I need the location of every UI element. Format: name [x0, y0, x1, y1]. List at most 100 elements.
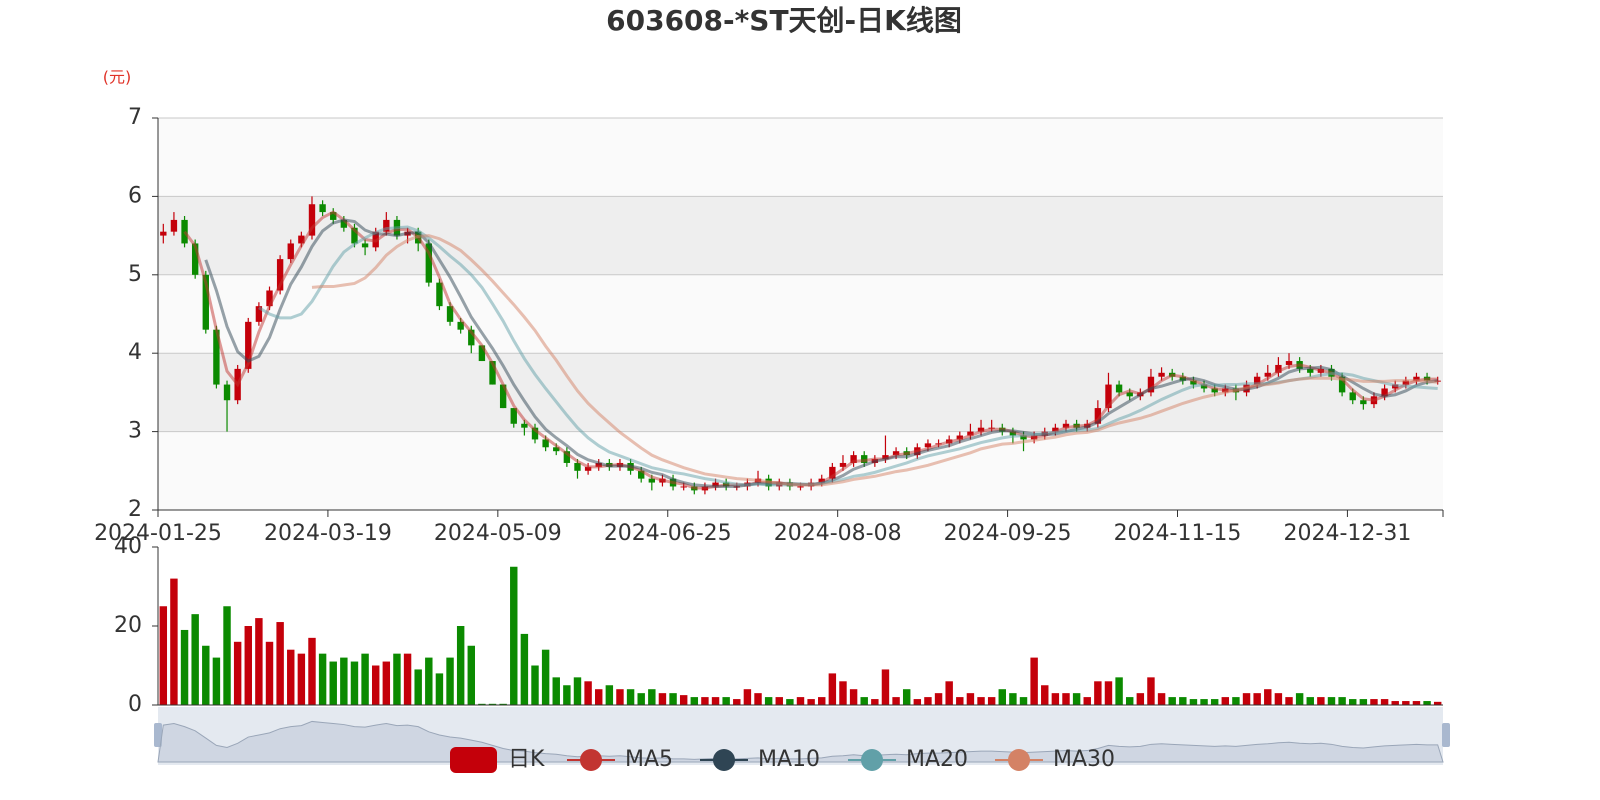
zoom-handle-left[interactable] — [154, 723, 162, 747]
legend-label: 日K — [508, 747, 545, 772]
candle-body — [818, 478, 825, 483]
volume-bar — [796, 697, 805, 705]
chart-title: 603608-*ST天创-日K线图 — [606, 4, 962, 37]
volume-bar — [1433, 701, 1442, 705]
volume-bar — [1041, 685, 1049, 705]
volume-bar — [605, 685, 614, 705]
volume-bar — [584, 681, 592, 705]
candle-body — [1200, 384, 1208, 389]
volume-bar — [425, 657, 433, 705]
volume-bar — [934, 693, 943, 705]
volume-bar — [839, 681, 847, 705]
candle-body — [308, 204, 316, 236]
volume-bar — [1030, 657, 1038, 705]
volume-bar — [573, 677, 582, 705]
candle-body — [1360, 400, 1367, 405]
candle-body — [425, 243, 432, 283]
volume-bar — [223, 606, 231, 705]
volume-bar — [987, 697, 996, 705]
volume-bar — [1253, 693, 1261, 705]
volume-bar — [711, 697, 720, 705]
legend-item[interactable]: MA30 — [995, 747, 1115, 772]
volume-bar — [510, 566, 518, 705]
volume-bar — [658, 693, 667, 705]
volume-bar — [871, 699, 879, 705]
candle-body — [584, 466, 592, 471]
volume-tick-label: 40 — [114, 534, 142, 559]
volume-bar — [966, 693, 975, 705]
legend-label: MA30 — [1053, 747, 1115, 772]
volume-bar — [531, 665, 539, 705]
x-tick-label: 2024-05-09 — [434, 521, 562, 546]
volume-bar — [159, 606, 168, 705]
x-tick-label: 2024-01-25 — [94, 521, 222, 546]
volume-bar — [233, 641, 242, 705]
volume-bar — [552, 677, 560, 705]
candle-body — [202, 274, 209, 330]
volume-bar — [308, 637, 316, 705]
volume-bar — [1115, 677, 1123, 705]
volume-bar — [255, 618, 263, 705]
candle-body — [977, 427, 985, 432]
candle-body — [446, 306, 454, 322]
volume-bar — [541, 649, 550, 705]
volume-bar — [637, 693, 645, 705]
candle-body — [510, 408, 517, 424]
volume-bar — [382, 661, 391, 705]
volume-bar — [1051, 693, 1060, 705]
split-area — [158, 431, 1443, 510]
volume-bar — [1157, 693, 1166, 705]
candle-body — [1020, 435, 1027, 440]
volume-bar — [414, 669, 422, 705]
volume-bar — [329, 661, 337, 705]
candle-body — [542, 439, 549, 448]
candle-body — [882, 455, 889, 460]
candle-body — [861, 455, 868, 463]
volume-bar — [956, 697, 964, 705]
volume-bar — [297, 653, 306, 705]
candle-body — [1338, 376, 1346, 393]
candle-body — [1264, 372, 1271, 377]
x-tick-label: 2024-08-08 — [774, 521, 902, 546]
volume-bar — [1200, 699, 1208, 705]
volume-bar — [403, 653, 412, 705]
volume-bar — [488, 703, 497, 705]
volume-bar — [563, 685, 571, 705]
volume-bar — [191, 614, 199, 705]
zoom-handle-right[interactable] — [1442, 723, 1450, 747]
candle-body — [521, 423, 528, 428]
volume-bar — [1359, 699, 1368, 705]
volume-bar — [775, 697, 783, 705]
candle-body — [468, 329, 475, 346]
volume-bar — [1136, 693, 1145, 705]
volume-bar — [849, 689, 858, 705]
volume-bar — [860, 697, 868, 705]
candle-body — [298, 235, 305, 244]
volume-bar — [722, 697, 730, 705]
volume-bar — [318, 653, 327, 705]
legend-item[interactable]: MA5 — [567, 747, 673, 772]
candle-body — [1275, 364, 1282, 373]
x-tick-label: 2024-11-15 — [1114, 521, 1242, 546]
candle-body — [340, 219, 348, 228]
volume-bar — [1104, 681, 1113, 705]
x-tick-label: 2024-12-31 — [1283, 521, 1411, 546]
candle-body — [245, 321, 252, 369]
candle-body — [266, 290, 273, 307]
legend-icon — [450, 747, 497, 773]
volume-bar — [1317, 697, 1325, 705]
candle-body — [330, 212, 337, 220]
candle-body — [1094, 408, 1102, 424]
legend-item[interactable]: MA20 — [848, 747, 968, 772]
volume-bar — [340, 657, 348, 705]
volume-bar — [1147, 677, 1155, 705]
candle-body — [1158, 372, 1165, 377]
volume-bar — [276, 622, 284, 705]
legend-item[interactable]: MA10 — [700, 747, 820, 772]
volume-bar — [180, 629, 189, 705]
legend-item[interactable]: 日K — [450, 747, 545, 773]
candle-body — [956, 435, 963, 440]
volume-bar — [998, 689, 1006, 705]
y-tick-label: 6 — [128, 183, 142, 208]
volume-bar — [1083, 697, 1091, 705]
